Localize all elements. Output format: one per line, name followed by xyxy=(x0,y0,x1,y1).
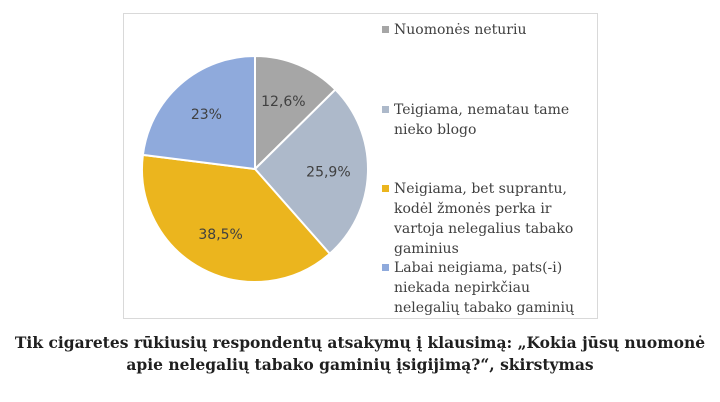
legend-swatch-negative-understand xyxy=(382,185,389,192)
data-label-no-opinion: 12,6% xyxy=(261,94,305,110)
legend-swatch-positive xyxy=(382,106,389,113)
chart-area: 12,6% 25,9% 38,5% 23% Nuomonės neturiu Teig… xyxy=(123,13,598,319)
figure-caption: Tik cigaretes rūkiusių respondentų atsak… xyxy=(0,332,720,376)
legend-label-very-negative: Labai neigiama, pats(-i) niekada nepirkč… xyxy=(394,260,575,316)
legend-swatch-no-opinion xyxy=(382,26,389,33)
legend: Nuomonės neturiu Teigiama, nematau tame … xyxy=(382,14,592,318)
caption-line-1: Tik cigaretes rūkiusių respondentų atsak… xyxy=(14,333,706,352)
pie-slice-positive xyxy=(253,88,369,256)
caption-line-2: apie nelegalių tabako gaminių įsigijimą?… xyxy=(126,355,594,374)
legend-swatch-very-negative xyxy=(382,264,389,271)
pie-chart: 12,6% 25,9% 38,5% 23% xyxy=(141,54,369,283)
pie-slice-negative-understand xyxy=(141,153,332,283)
pie-slice-very-negative xyxy=(141,54,256,171)
legend-label-no-opinion: Nuomonės neturiu xyxy=(394,22,527,38)
legend-label-negative-understand: Neigiama, bet suprantu, kodėl žmonės per… xyxy=(394,181,574,257)
pie-slice-no-opinion xyxy=(254,54,337,172)
data-label-negative-understand: 38,5% xyxy=(198,227,242,243)
data-label-very-negative: 23% xyxy=(191,107,222,123)
legend-label-positive: Teigiama, nematau tame nieko blogo xyxy=(394,102,570,138)
data-label-positive: 25,9% xyxy=(306,165,350,181)
